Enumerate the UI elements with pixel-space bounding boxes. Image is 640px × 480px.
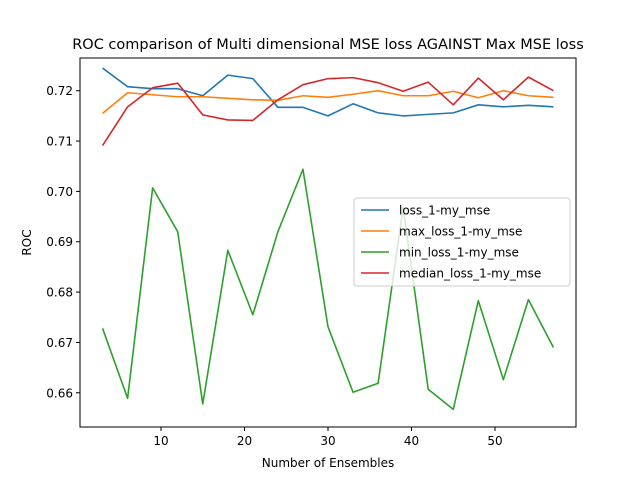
- series-lines: [101, 67, 555, 411]
- chart-title: ROC comparison of Multi dimensional MSE …: [72, 37, 584, 53]
- y-axis-label: ROC: [20, 229, 34, 255]
- x-axis: 10 20 30 40 50: [153, 427, 503, 448]
- y-tick-label: 0.69: [46, 235, 73, 249]
- y-tick-label: 0.72: [46, 84, 73, 98]
- legend-label: min_loss_1-my_mse: [399, 246, 519, 260]
- series-line-loss_1-my_mse: [102, 67, 554, 117]
- legend: loss_1-my_mse max_loss_1-my_mse min_loss_1…: [353, 197, 571, 287]
- series-line-median_loss_1-my_mse: [101, 76, 554, 147]
- legend-label: loss_1-my_mse: [399, 204, 490, 218]
- series-line-max_loss_1-my_mse: [102, 89, 554, 114]
- y-tick-label: 0.67: [46, 336, 73, 350]
- y-tick-label: 0.70: [46, 185, 73, 199]
- x-tick-label: 50: [487, 434, 502, 448]
- legend-label: median_loss_1-my_mse: [399, 267, 541, 281]
- x-tick-label: 30: [320, 434, 335, 448]
- legend-label: max_loss_1-my_mse: [399, 225, 522, 239]
- y-tick-label: 0.71: [46, 135, 73, 149]
- x-tick-label: 20: [237, 434, 252, 448]
- x-tick-label: 40: [404, 434, 419, 448]
- y-tick-label: 0.68: [46, 286, 73, 300]
- series-line-min_loss_1-my_mse: [101, 168, 555, 411]
- legend-box: [353, 197, 571, 287]
- y-axis: 0.66 0.67 0.68 0.69 0.70 0.71 0.72: [46, 84, 80, 400]
- plot-area: 10 20 30 40 50 0.66 0.67 0.68 0.69 0.70 0.71 0.72: [46, 57, 577, 448]
- plot-frame: [79, 57, 577, 428]
- y-tick-label: 0.66: [46, 386, 73, 400]
- x-axis-label: Number of Ensembles: [262, 456, 395, 470]
- x-tick-label: 10: [153, 434, 168, 448]
